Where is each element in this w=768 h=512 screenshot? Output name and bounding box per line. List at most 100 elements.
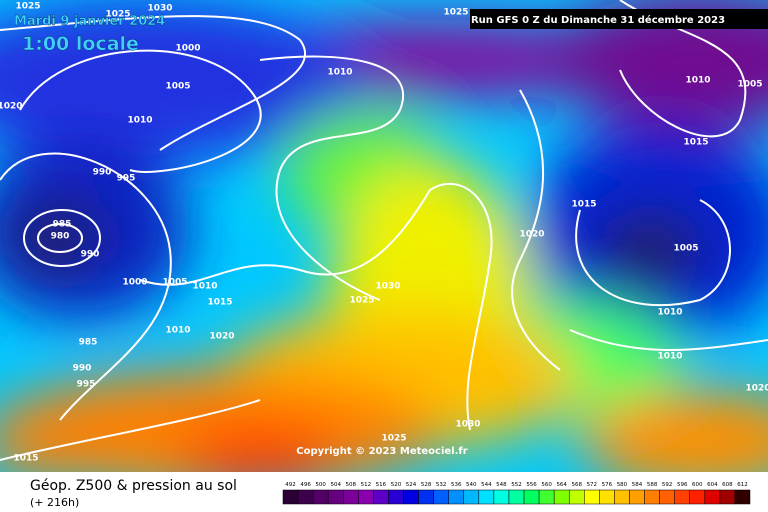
- run-info: Run GFS 0 Z du Dimanche 31 décembre 2023: [471, 14, 725, 26]
- isobar-label: 1000: [122, 278, 147, 288]
- scale-label: 612: [737, 482, 748, 488]
- scale-swatch: [659, 489, 675, 505]
- isobar-label: 1015: [683, 138, 708, 148]
- isobar-label: 1010: [685, 76, 710, 86]
- isobar-label: 985: [53, 220, 72, 230]
- scale-swatch: [433, 489, 449, 505]
- scale-label: 508: [346, 482, 357, 488]
- scale-swatch: [297, 489, 314, 505]
- isobar-label: 1025: [15, 2, 40, 12]
- scale-label: 492: [285, 482, 296, 488]
- scale-label: 536: [451, 482, 462, 488]
- isobar-label: 990: [93, 168, 112, 178]
- scale-label: 584: [632, 482, 643, 488]
- isobar-label: 1015: [207, 298, 232, 308]
- scale-label: 588: [647, 482, 658, 488]
- scale-label: 600: [692, 482, 703, 488]
- scale-label: 564: [556, 482, 567, 488]
- isobars: [0, 0, 768, 461]
- isobar-label: 980: [51, 232, 70, 242]
- valid-time: 1:00 locale: [22, 33, 139, 55]
- isobar-label: 995: [117, 174, 136, 184]
- isobar-label: 990: [81, 250, 100, 260]
- scale-label: 516: [376, 482, 387, 488]
- isobar-label: 1030: [147, 4, 172, 14]
- run-box: [470, 9, 768, 29]
- isobar-label: 990: [73, 364, 92, 374]
- isobar-label: 1030: [455, 420, 480, 430]
- scale-label: 500: [315, 482, 326, 488]
- scale-swatch: [719, 489, 736, 505]
- scale-swatch: [388, 489, 404, 505]
- scale-label: 592: [662, 482, 673, 488]
- footer-lead: (+ 216h): [30, 496, 79, 509]
- scale-label: 572: [587, 482, 598, 488]
- isobar-label: 1010: [192, 282, 217, 292]
- isobar-label: 1000: [175, 44, 200, 54]
- scale-swatch: [282, 489, 299, 505]
- scale-swatch: [418, 489, 434, 505]
- scale-swatch: [312, 489, 329, 505]
- scale-label: 548: [496, 482, 507, 488]
- scale-swatch: [614, 489, 630, 505]
- scale-label: 560: [541, 482, 552, 488]
- isobar-label: 1020: [745, 384, 768, 394]
- isobar-label: 1005: [673, 244, 698, 254]
- isobar-label: 1005: [737, 80, 762, 90]
- isobar-label: 1025: [443, 8, 468, 18]
- scale-label: 532: [436, 482, 447, 488]
- footer-title: Géop. Z500 & pression au sol: [30, 478, 237, 494]
- isobar-label: 985: [79, 338, 98, 348]
- scale-swatch: [373, 489, 389, 505]
- scale-swatch: [553, 489, 570, 505]
- scale-label: 596: [677, 482, 688, 488]
- valid-date: Mardi 9 janvier 2024: [14, 14, 165, 29]
- isobar-label: 1005: [162, 278, 187, 288]
- scale-swatch: [508, 489, 525, 505]
- copyright: Copyright © 2023 Meteociel.fr: [296, 446, 467, 457]
- scale-label: 604: [707, 482, 718, 488]
- isobar-label: 1015: [571, 200, 596, 210]
- scale-swatch: [674, 489, 690, 505]
- geopotential-field: Mardi 9 janvier 2024 1:00 locale Run GFS…: [0, 0, 768, 472]
- scale-swatch: [478, 489, 495, 505]
- scale-label: 512: [361, 482, 372, 488]
- isobar-label: 1025: [349, 296, 374, 306]
- scale-label: 568: [572, 482, 583, 488]
- scale-label: 540: [466, 482, 477, 488]
- scale-swatch: [629, 489, 645, 505]
- scale-swatch: [343, 489, 359, 505]
- scale-label: 504: [330, 482, 341, 488]
- scale-swatch: [538, 489, 555, 505]
- scale-swatch: [448, 489, 465, 505]
- scale-swatch: [523, 489, 540, 505]
- scale-label: 608: [722, 482, 733, 488]
- isobar-label: 1025: [381, 434, 406, 444]
- scale-swatch: [568, 489, 585, 505]
- scale-label: 580: [617, 482, 628, 488]
- isobar-label: 1010: [165, 326, 190, 336]
- isobar-label: 1010: [127, 116, 152, 126]
- isobar-label: 1030: [375, 282, 400, 292]
- scale-swatch: [463, 489, 480, 505]
- scale-label: 544: [481, 482, 492, 488]
- scale-swatch: [704, 489, 721, 505]
- isobar-label: 1010: [327, 68, 352, 78]
- isobar-label: 1015: [13, 454, 38, 464]
- isobar-label: 1010: [657, 308, 682, 318]
- scale-label: 528: [421, 482, 432, 488]
- scale-swatch: [358, 489, 374, 505]
- scale-swatch: [327, 489, 344, 505]
- scale-swatch: [403, 489, 419, 505]
- scale-label: 576: [602, 482, 613, 488]
- scale-label: 556: [526, 482, 537, 488]
- isobar-label: 1020: [0, 102, 23, 112]
- scale-swatch: [599, 489, 615, 505]
- isobar-label: 1020: [209, 332, 234, 342]
- scale-swatch: [584, 489, 600, 505]
- isobar-label: 1020: [519, 230, 544, 240]
- scale-swatch: [734, 489, 751, 505]
- scale-swatch: [493, 489, 510, 505]
- scale-label: 496: [300, 482, 311, 488]
